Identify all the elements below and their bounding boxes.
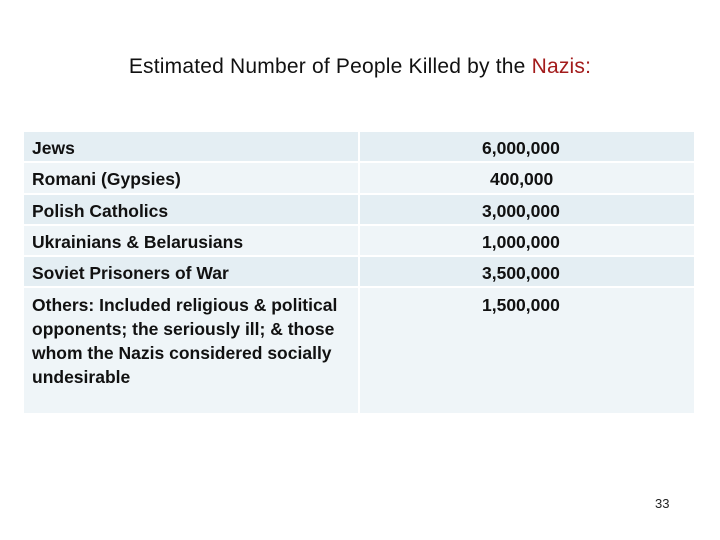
title-highlight: Nazis: [531,55,592,78]
count-cell: 6,000,000 [360,132,694,161]
table-row: Others: Included religious & political o… [24,288,694,413]
casualties-table: Jews 6,000,000 Romani (Gypsies) 400,000 … [24,132,694,415]
count-cell: 1,500,000 [360,288,694,413]
count-cell: 3,000,000 [360,195,694,224]
table-row: Ukrainians & Belarusians 1,000,000 [24,226,694,255]
group-cell: Polish Catholics [24,195,358,224]
group-cell: Romani (Gypsies) [24,163,358,193]
table-row: Polish Catholics 3,000,000 [24,195,694,224]
group-cell: Ukrainians & Belarusians [24,226,358,255]
title-text: Estimated Number of People Killed by the [128,55,532,78]
group-cell: Others: Included religious & political o… [24,288,358,413]
group-cell: Jews [24,132,358,161]
slide-title: Estimated Number of People Killed by the… [0,55,720,79]
table-row: Soviet Prisoners of War 3,500,000 [24,257,694,286]
group-cell: Soviet Prisoners of War [24,257,358,286]
count-cell: 1,000,000 [360,226,694,255]
count-cell: 400,000 [360,163,694,193]
table-row: Romani (Gypsies) 400,000 [24,163,694,193]
count-cell: 3,500,000 [360,257,694,286]
page-number: 33 [655,496,670,511]
table-row: Jews 6,000,000 [24,132,694,161]
